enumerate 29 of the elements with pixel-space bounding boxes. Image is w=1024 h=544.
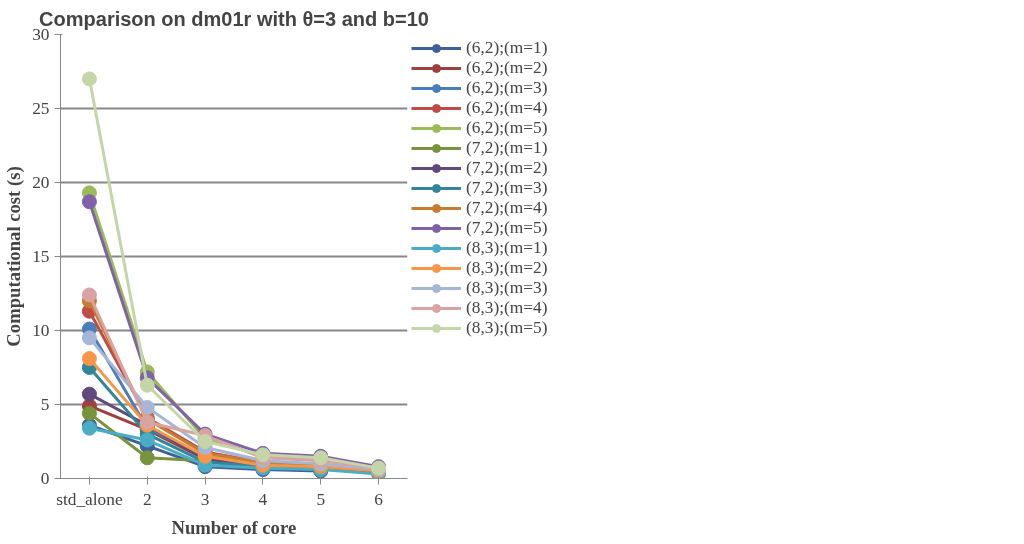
legend-label: (6,2);(m=2) bbox=[466, 58, 549, 78]
legend-label: (7,2);(m=4) bbox=[466, 198, 549, 218]
legend-label: (6,2);(m=1) bbox=[466, 38, 549, 58]
legend-label: (6,2);(m=4) bbox=[466, 98, 549, 118]
legend-label: (8,3);(m=1) bbox=[466, 238, 549, 258]
x-tick-label: 5 bbox=[316, 489, 326, 509]
y-tick-label: 5 bbox=[40, 395, 50, 414]
x-tick-label: 2 bbox=[142, 489, 152, 509]
x-tick-label: 6 bbox=[374, 489, 384, 509]
y-tick-label: 0 bbox=[40, 469, 50, 488]
legend-label: (8,3);(m=2) bbox=[466, 258, 549, 278]
y-tick-label: 10 bbox=[32, 321, 50, 340]
legend-label: (8,3);(m=3) bbox=[466, 278, 549, 298]
legend-label: (7,2);(m=3) bbox=[466, 178, 549, 198]
y-axis-title: Computational cost (s) bbox=[3, 166, 26, 347]
legend-label: (6,2);(m=5) bbox=[466, 118, 549, 138]
legend-label: (8,3);(m=5) bbox=[466, 318, 549, 338]
x-tick-label: 4 bbox=[258, 489, 268, 509]
y-tick-label: 25 bbox=[32, 99, 50, 118]
x-axis-title: Number of core bbox=[171, 516, 297, 538]
legend-label: (7,2);(m=1) bbox=[466, 138, 549, 158]
legend-label: (7,2);(m=5) bbox=[466, 218, 549, 238]
y-tick-label: 20 bbox=[32, 173, 50, 192]
x-tick-label: 3 bbox=[200, 489, 210, 509]
legend-label: (6,2);(m=3) bbox=[466, 78, 549, 98]
legend-label: (7,2);(m=2) bbox=[466, 158, 549, 178]
legend-label: (8,3);(m=4) bbox=[466, 298, 549, 318]
x-tick-label: std_alone bbox=[56, 489, 123, 509]
y-tick-label: 15 bbox=[32, 247, 50, 266]
